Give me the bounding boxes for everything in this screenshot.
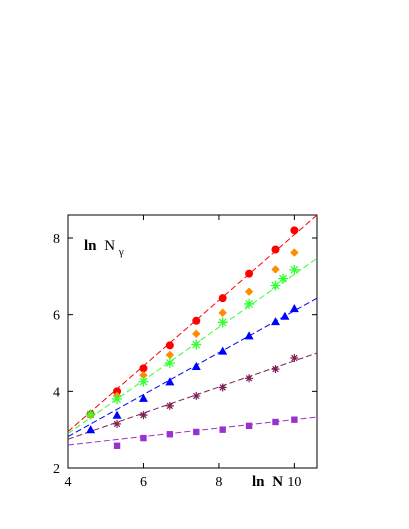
point-series-6 [140,434,147,442]
fit-line-series-4 [67,297,318,438]
point-series-1 [192,316,201,325]
point-series-3 [278,273,289,284]
point-series-3 [270,280,281,291]
point-series-5 [290,353,299,362]
point-series-4 [138,393,148,402]
point-series-5 [192,391,201,400]
point-series-6 [245,422,253,430]
point-series-5 [113,419,122,428]
plot-frame [67,214,318,469]
point-series-3 [217,317,228,328]
point-series-2 [218,308,227,317]
x-tick-label: 10 [287,475,301,490]
fit-line-series-6 [67,416,318,446]
point-series-2 [165,350,175,360]
point-series-5 [165,401,174,410]
point-series-6 [193,428,200,436]
point-series-1 [290,226,299,235]
point-series-2 [290,248,299,257]
point-series-6 [272,418,279,426]
point-series-1 [218,294,227,303]
point-series-5 [271,365,280,374]
point-series-2 [244,287,254,296]
y-tick-label: 4 [53,385,60,400]
point-series-6 [113,442,121,449]
point-series-4 [271,317,280,326]
x-axis-title: ln N [252,474,283,490]
point-series-4 [244,331,254,340]
point-series-5 [139,411,148,420]
point-series-5 [218,383,227,392]
x-tick-label: 8 [215,475,222,490]
point-series-1 [271,245,280,254]
point-series-4 [289,304,299,313]
x-tick-label: 4 [65,475,72,490]
point-series-3 [191,339,202,350]
point-series-6 [291,416,298,423]
y-axis-title: ln N γ [84,238,124,258]
point-series-6 [166,431,174,438]
point-series-4 [112,410,122,419]
point-series-4 [191,361,201,371]
point-series-1 [245,269,254,278]
point-series-4 [165,377,175,386]
y-tick-label: 8 [53,232,60,247]
point-series-3 [112,394,123,404]
y-tick-label: 6 [53,309,60,324]
point-series-1 [113,387,122,396]
point-series-3 [138,376,149,387]
data-markers [85,226,300,449]
point-series-6 [219,426,226,433]
point-series-3 [244,298,255,309]
point-series-3 [289,264,300,275]
point-series-4 [86,425,96,434]
x-tick-label: 6 [140,475,147,490]
point-series-1 [139,364,148,373]
fit-line-series-3 [67,257,318,434]
point-series-3 [164,357,175,368]
point-series-4 [280,311,290,320]
point-series-5 [245,374,254,383]
point-series-4 [218,346,228,355]
point-series-3 [85,409,96,420]
point-series-1 [165,341,174,350]
y-tick-label: 2 [53,462,60,477]
point-series-2 [192,329,201,339]
point-series-2 [139,371,148,380]
point-series-2 [271,265,280,274]
